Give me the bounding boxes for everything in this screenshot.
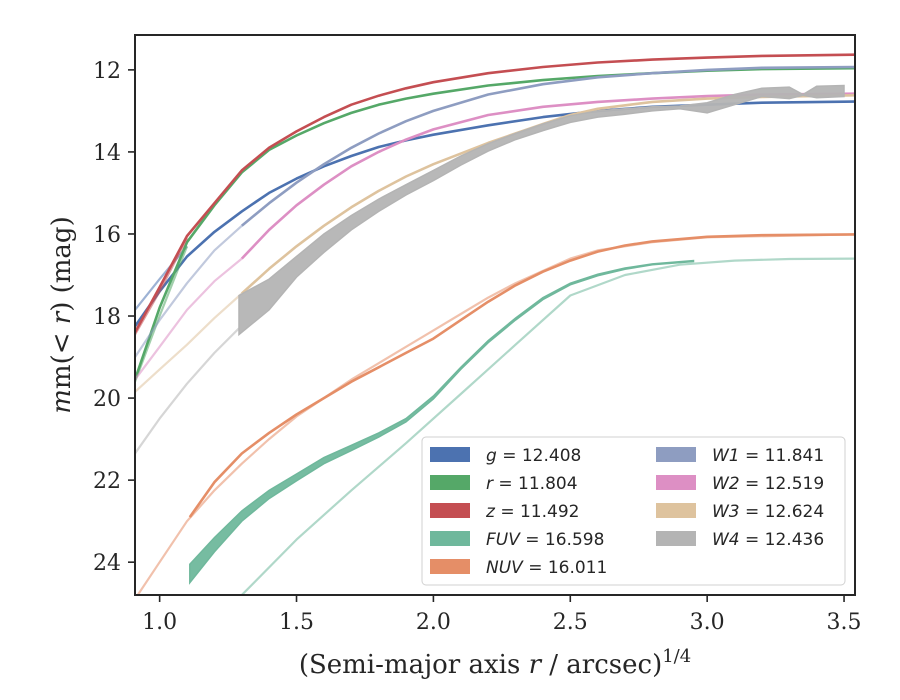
y-tick-label: 24 bbox=[93, 551, 121, 576]
legend-swatch-r bbox=[430, 475, 470, 490]
y-tick-label: 20 bbox=[93, 387, 121, 412]
x-axis-label: (Semi-major axis r / arcsec)1/4 bbox=[299, 646, 691, 680]
series-w3-faint-line bbox=[136, 292, 243, 393]
y-axis-label: mm(< r) (mag) bbox=[47, 216, 77, 413]
x-tick-label: 2.0 bbox=[416, 610, 451, 635]
y-tick-label: 22 bbox=[93, 469, 121, 494]
plot-frame bbox=[134, 34, 856, 596]
series-w4-faint-line bbox=[136, 327, 240, 454]
x-tick-label: 1.0 bbox=[142, 610, 177, 635]
series-fuv-band bbox=[189, 259, 695, 585]
legend-swatch-w4 bbox=[656, 531, 696, 546]
series-fuv-faint-line bbox=[241, 257, 854, 594]
legend: g = 12.408 r = 11.804 z = 11.492 FUV = 16.5… bbox=[421, 436, 846, 586]
series-layer bbox=[136, 53, 854, 594]
x-tick-label: 3.5 bbox=[827, 610, 862, 635]
x-tick-label: 2.5 bbox=[553, 610, 588, 635]
x-tick-label: 3.0 bbox=[690, 610, 725, 635]
series-z-line bbox=[136, 53, 854, 334]
y-tick-label: 16 bbox=[93, 223, 121, 248]
legend-swatch-nuv bbox=[430, 559, 470, 574]
legend-label-w1: W1 = 11.841 bbox=[712, 446, 824, 466]
series-w1-line bbox=[240, 65, 854, 227]
series-w2-line bbox=[240, 92, 854, 260]
legend-label-r: r = 11.804 bbox=[486, 474, 578, 494]
legend-label-g: g = 12.408 bbox=[486, 446, 581, 466]
series-nuv-line bbox=[188, 233, 854, 518]
series-z-faint-line bbox=[136, 237, 188, 335]
legend-box bbox=[421, 436, 846, 586]
legend-label-w2: W2 = 12.519 bbox=[712, 474, 824, 494]
legend-label-z: z = 11.492 bbox=[485, 502, 579, 522]
series-w3-line bbox=[240, 94, 854, 295]
legend-swatch-g bbox=[430, 447, 470, 462]
legend-label-fuv: FUV = 16.598 bbox=[486, 530, 604, 550]
axes: 1.0 1.5 2.0 2.5 3.0 3.5 12 14 16 18 20 22 24 bbox=[93, 59, 862, 635]
series-w4-band bbox=[238, 84, 845, 337]
legend-label-w3: W3 = 12.624 bbox=[712, 502, 824, 522]
legend-swatch-w3 bbox=[656, 503, 696, 518]
series-w1-faint-line bbox=[136, 224, 243, 358]
y-tick-label: 14 bbox=[93, 141, 121, 166]
legend-swatch-w1 bbox=[656, 447, 696, 462]
legend-swatch-z bbox=[430, 503, 470, 518]
series-nuv-faint-line bbox=[137, 233, 854, 594]
series-r-faint-line bbox=[136, 245, 189, 383]
legend-swatch-w2 bbox=[656, 475, 696, 490]
y-tick-label: 12 bbox=[93, 59, 121, 84]
series-w2-faint-line bbox=[136, 257, 243, 381]
legend-swatch-fuv bbox=[430, 531, 470, 546]
x-tick-label: 1.5 bbox=[279, 610, 314, 635]
y-tick-label: 18 bbox=[93, 305, 121, 330]
legend-label-nuv: NUV = 16.011 bbox=[486, 558, 607, 578]
legend-label-w4: W4 = 12.436 bbox=[712, 530, 824, 550]
